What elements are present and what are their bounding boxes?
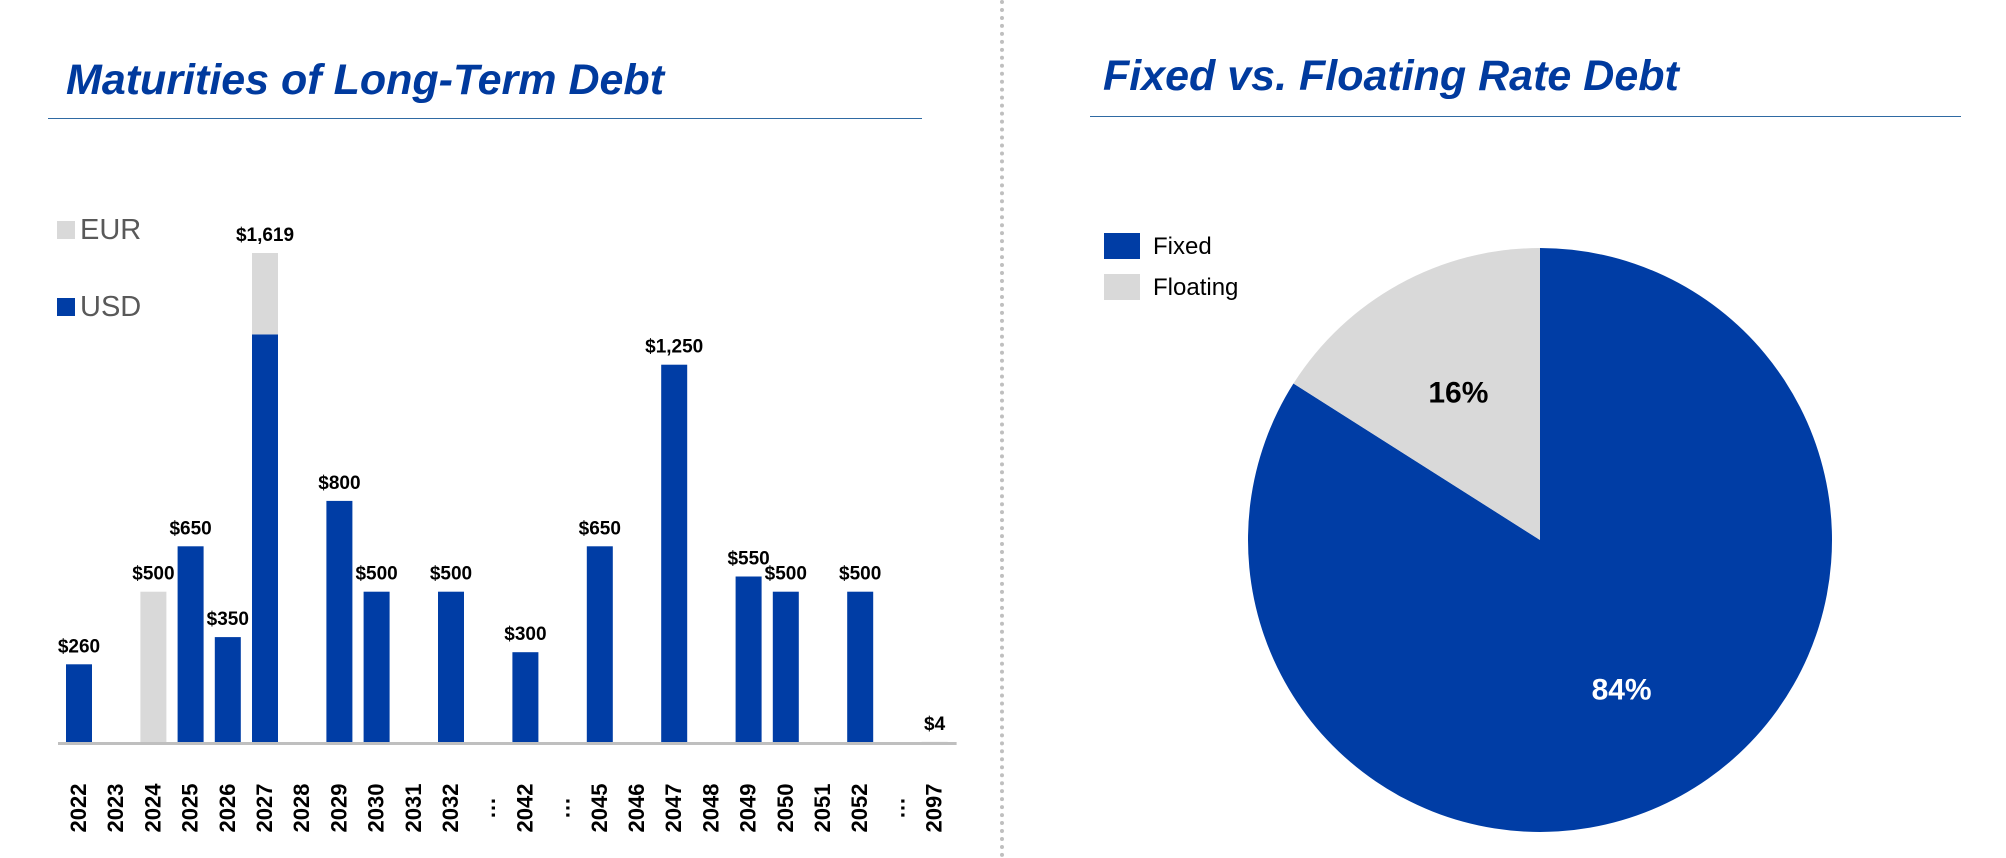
x-tick-label-11: … xyxy=(475,797,500,819)
x-tick-label-8: 2030 xyxy=(364,784,389,833)
x-tick-label-23: 2097 xyxy=(922,784,947,833)
pie-legend-swatch-floating xyxy=(1104,274,1140,300)
bar-usd-16 xyxy=(661,364,688,743)
pie-slice-fixed xyxy=(1248,248,1833,832)
bar-usd-0 xyxy=(66,664,92,743)
x-tick-label-17: 2048 xyxy=(698,784,723,833)
x-tick-label-9: 2031 xyxy=(401,784,426,833)
x-tick-label-22: … xyxy=(884,797,909,819)
x-tick-label-18: 2049 xyxy=(736,784,761,833)
data-label-10: $500 xyxy=(430,564,472,585)
legend-swatch-eur xyxy=(57,221,75,239)
data-label-3: $650 xyxy=(169,518,211,539)
x-tick-label-5: 2027 xyxy=(252,784,277,833)
pie-legend-label-fixed: Fixed xyxy=(1153,233,1212,260)
data-label-7: $800 xyxy=(318,473,360,494)
x-tick-label-10: 2032 xyxy=(438,784,463,833)
bar-usd-19 xyxy=(772,591,799,743)
bar-usd-21 xyxy=(847,591,874,743)
legend-label-eur: EUR xyxy=(80,214,141,246)
left-title-rule xyxy=(48,118,922,119)
bar-usd-3 xyxy=(177,546,204,743)
pie-legend-swatch-fixed xyxy=(1104,233,1140,259)
data-label-19: $500 xyxy=(765,564,807,585)
x-tick-label-19: 2050 xyxy=(773,784,798,833)
x-tick-label-1: 2023 xyxy=(103,784,128,833)
x-tick-label-16: 2047 xyxy=(661,784,686,833)
bar-usd-14 xyxy=(586,546,613,743)
pie-label-floating: 16% xyxy=(1428,377,1488,410)
bar-usd-5 xyxy=(252,334,278,743)
x-tick-label-4: 2026 xyxy=(215,784,240,833)
data-label-14: $650 xyxy=(579,518,621,539)
fixed-floating-pie-chart: 84% 16% Fixed Floating xyxy=(1104,233,1833,832)
x-tick-label-14: 2045 xyxy=(587,784,612,833)
bar-usd-18 xyxy=(735,576,762,743)
data-label-18: $550 xyxy=(727,549,769,570)
legend-swatch-usd xyxy=(57,298,75,316)
data-label-21: $500 xyxy=(839,564,881,585)
pie-label-fixed: 84% xyxy=(1592,673,1652,706)
x-tick-label-7: 2029 xyxy=(326,784,351,833)
right-title-rule xyxy=(1090,116,1961,117)
left-chart-title: Maturities of Long-Term Debt xyxy=(66,56,665,104)
pie-slice-floating xyxy=(1293,248,1540,540)
x-tick-label-12: 2042 xyxy=(512,784,537,833)
x-tick-label-6: 2028 xyxy=(289,784,314,833)
bar-eur-5 xyxy=(252,253,278,335)
panel-divider xyxy=(1000,0,1004,858)
legend-label-usd: USD xyxy=(80,291,141,323)
data-label-23: $4 xyxy=(924,714,946,735)
x-tick-label-3: 2025 xyxy=(178,784,203,833)
x-tick-label-2: 2024 xyxy=(140,783,165,833)
data-label-4: $350 xyxy=(207,609,249,630)
x-tick-label-15: 2046 xyxy=(624,784,649,833)
maturities-bar-chart: $260 2022 2023 $500 2024 $650 2025 $350 2026 $1,6… xyxy=(57,214,957,833)
bar-usd-4 xyxy=(214,637,241,743)
data-label-0: $260 xyxy=(58,636,100,657)
bar-usd-10 xyxy=(438,591,464,743)
x-tick-label-0: 2022 xyxy=(66,784,91,833)
right-chart-title: Fixed vs. Floating Rate Debt xyxy=(1103,52,1679,100)
x-tick-label-21: 2052 xyxy=(847,784,872,833)
data-label-12: $300 xyxy=(504,624,546,645)
x-tick-label-20: 2051 xyxy=(810,784,835,833)
data-label-16: $1,250 xyxy=(645,337,703,358)
bar-usd-8 xyxy=(363,591,390,743)
data-label-8: $500 xyxy=(355,564,397,585)
bar-eur-2 xyxy=(140,591,167,743)
x-tick-label-13: … xyxy=(550,797,575,819)
data-label-5: $1,619 xyxy=(236,225,294,246)
bar-usd-12 xyxy=(512,652,539,743)
data-label-2: $500 xyxy=(132,564,174,585)
bar-usd-7 xyxy=(326,500,353,743)
pie-legend-label-floating: Floating xyxy=(1153,274,1238,301)
